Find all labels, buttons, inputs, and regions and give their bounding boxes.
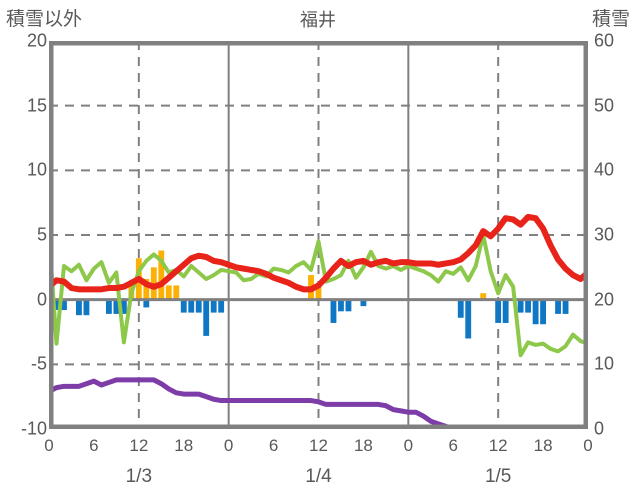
bar <box>143 299 150 308</box>
right-axis-unit-label: 積雪 <box>591 9 630 30</box>
x-axis-tick-label: 0 <box>44 436 54 455</box>
bar <box>150 267 157 300</box>
x-axis-tick-label: 0 <box>403 436 414 455</box>
x-axis-tick-label: 18 <box>353 436 373 455</box>
x-axis-date-label: 1/4 <box>305 466 332 487</box>
bar <box>540 299 547 325</box>
bar <box>315 285 322 300</box>
left-axis-tick-label: 10 <box>26 159 47 180</box>
bar <box>203 299 210 336</box>
right-axis-tick-label: 0 <box>594 418 605 439</box>
bar <box>345 299 352 312</box>
right-axis-tick-label: 50 <box>594 95 615 116</box>
x-axis-tick-label: 12 <box>129 436 149 455</box>
bar <box>113 299 120 314</box>
red-line-series <box>49 213 588 293</box>
x-axis-date-label: 1/3 <box>125 466 153 487</box>
bar <box>480 293 487 300</box>
bar <box>53 299 60 311</box>
x-axis-tick-label: 12 <box>309 436 328 455</box>
bar <box>525 299 532 313</box>
right-axis-tick-label: 10 <box>594 353 615 374</box>
purple-line-series <box>49 377 588 429</box>
bar <box>158 250 165 300</box>
right-axis-tick-label: 40 <box>594 159 615 180</box>
bar <box>495 299 502 323</box>
x-axis-tick-label: 12 <box>488 436 508 455</box>
bar <box>61 299 67 311</box>
bar <box>555 299 561 314</box>
bar <box>210 299 217 313</box>
bar <box>173 285 180 300</box>
left-axis-tick-label: -10 <box>20 418 47 439</box>
left-axis-tick-label: 0 <box>36 289 47 310</box>
bar <box>105 299 112 314</box>
x-axis-tick-label: 6 <box>448 436 458 455</box>
bar <box>76 299 82 316</box>
left-axis-tick-label: 5 <box>36 224 47 245</box>
bar <box>195 299 202 313</box>
x-axis-tick-label: 0 <box>223 436 234 455</box>
bar <box>502 299 509 323</box>
green-line-series <box>49 233 588 358</box>
bar <box>180 299 187 313</box>
bar <box>188 299 195 313</box>
chart-title: 福井 <box>300 10 336 30</box>
line-series <box>49 213 588 429</box>
left-axis-tick-label: 15 <box>26 95 47 116</box>
left-axis-unit-label: 積雪以外 <box>6 9 83 30</box>
bar <box>83 299 90 316</box>
right-axis-tick-label: 30 <box>594 224 615 245</box>
bar <box>562 299 569 314</box>
plot-area <box>49 41 588 429</box>
bar <box>465 299 472 339</box>
bar <box>457 299 464 318</box>
plot-border <box>49 41 588 429</box>
bar <box>120 299 127 314</box>
bar <box>532 299 539 325</box>
x-axis-tick-label: 18 <box>533 436 553 455</box>
x-axis-tick-label: 6 <box>89 436 99 455</box>
bar <box>143 278 150 300</box>
x-axis-date-label: 1/5 <box>484 466 512 487</box>
bar <box>330 299 337 323</box>
right-axis-tick-label: 20 <box>594 289 615 310</box>
x-axis-tick-label: 0 <box>583 436 593 455</box>
bar <box>360 299 367 307</box>
right-axis-tick-label: 60 <box>594 30 615 51</box>
bar <box>218 299 225 313</box>
gridlines <box>49 41 588 429</box>
x-axis-tick-label: 6 <box>268 436 279 455</box>
plot-frame <box>49 41 588 429</box>
x-axis-tick-label: 18 <box>174 436 194 455</box>
bar <box>165 285 172 300</box>
bar <box>338 299 344 312</box>
bar <box>517 299 524 313</box>
left-axis-tick-label: -5 <box>30 353 47 374</box>
left-axis-tick-label: 20 <box>26 30 47 51</box>
